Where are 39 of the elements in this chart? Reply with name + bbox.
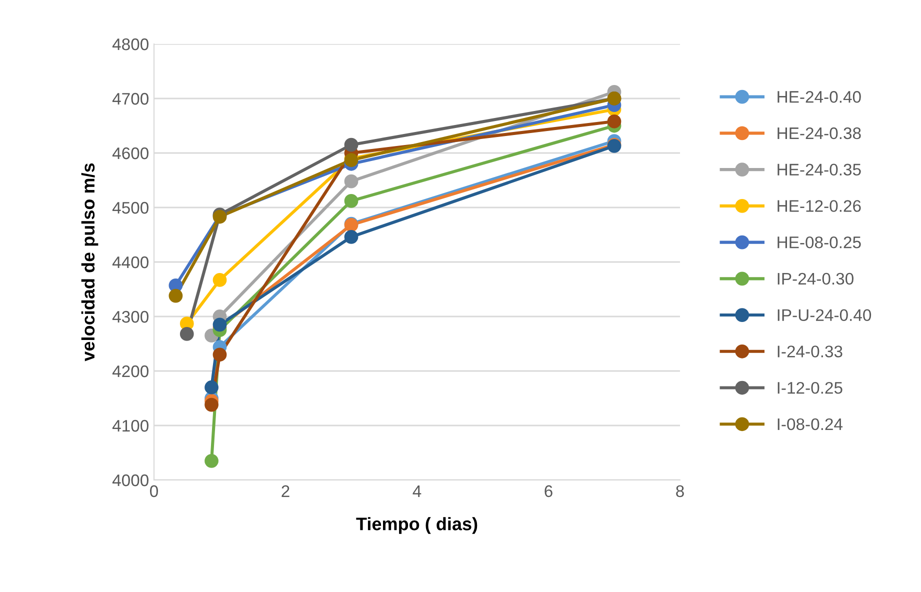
- point: [344, 194, 358, 208]
- x-tick-label: 2: [282, 485, 290, 497]
- y-tick-label: 4800: [112, 38, 148, 50]
- point: [180, 326, 194, 341]
- point: [344, 230, 358, 244]
- point: [212, 318, 227, 332]
- point: [212, 348, 227, 362]
- legend-label: HE-24-0.38: [778, 127, 861, 140]
- y-tick-label: 4000: [112, 474, 148, 486]
- legend-label: HE-24-0.35: [778, 164, 861, 176]
- point: [344, 138, 358, 152]
- x-tick-label: 4: [412, 485, 422, 497]
- point: [212, 273, 227, 287]
- legend-label: IP-U-24-0.40: [778, 309, 872, 322]
- x-axis-title: Tiempo ( dias): [356, 517, 478, 534]
- y-tick-label: 4100: [112, 420, 148, 432]
- y-tick-label: 4300: [112, 310, 148, 323]
- legend-label: I-08-0.24: [778, 418, 843, 430]
- point: [204, 380, 218, 394]
- legend-label: IP-24-0.30: [778, 272, 854, 285]
- legend-label: I-24-0.33: [778, 346, 842, 358]
- x-tick-label: 8: [676, 485, 684, 498]
- y-tick-label: 4700: [112, 92, 148, 105]
- y-axis-title: velocidad de pulso m/s: [81, 163, 98, 362]
- legend-label: HE-24-0.40: [778, 91, 861, 103]
- legend-label: HE-08-0.25: [778, 236, 861, 248]
- x-tick-label: 0: [150, 485, 158, 498]
- legend-label: I-12-0.25: [778, 382, 842, 394]
- point: [344, 174, 358, 188]
- point: [168, 288, 183, 303]
- y-tick-label: 4200: [112, 365, 148, 378]
- x-tick-label: 6: [544, 485, 552, 498]
- y-tick-label: 4400: [112, 256, 148, 268]
- point: [204, 398, 218, 412]
- y-tick-label: 4500: [112, 202, 148, 214]
- legend-label: HE-12-0.26: [778, 200, 861, 212]
- point: [204, 454, 218, 468]
- y-tick-label: 4600: [112, 147, 148, 160]
- point: [607, 114, 622, 128]
